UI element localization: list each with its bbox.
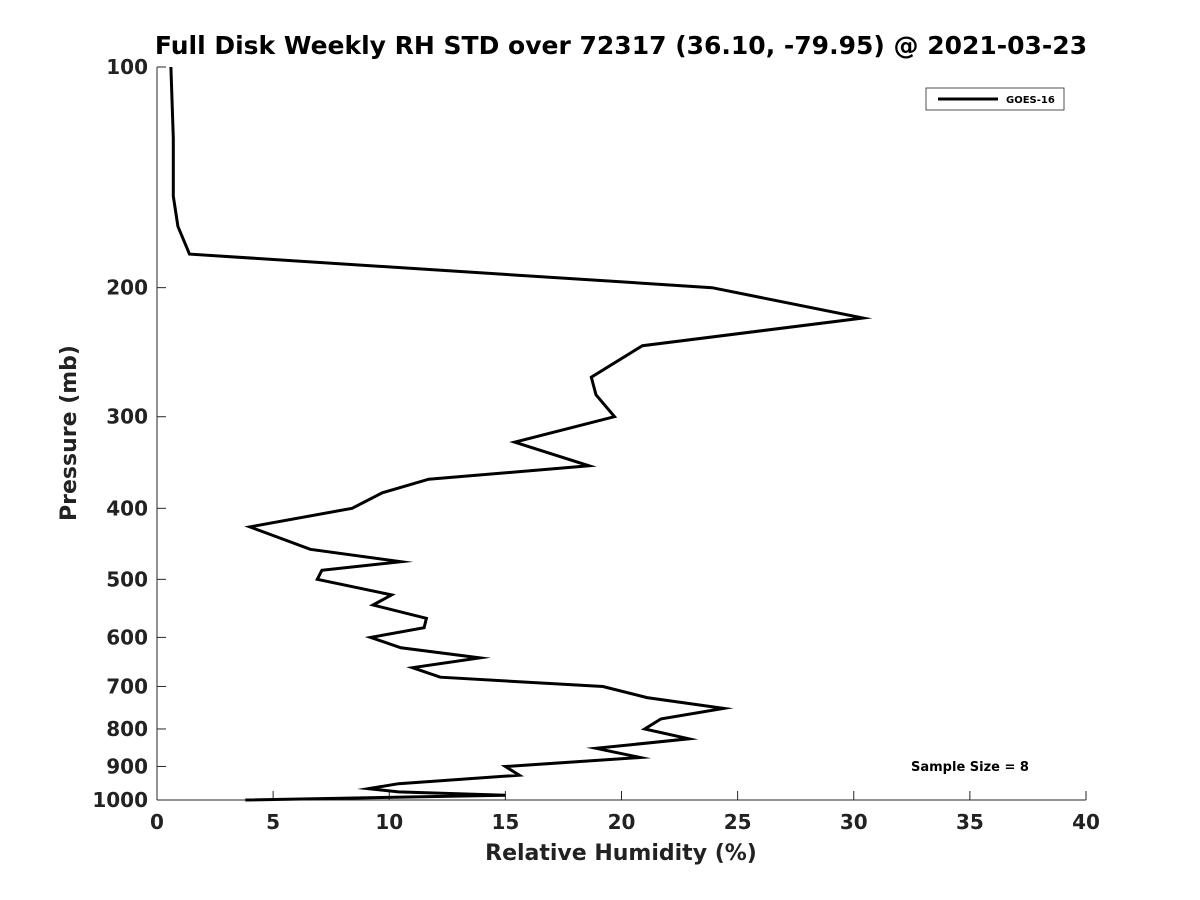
x-axis-ticks: 0 5 10 15 20 25 30 35 40 [150,791,1100,834]
x-tick-label: 10 [375,810,403,834]
x-tick-label: 0 [150,810,164,834]
plot-area [157,67,1086,800]
x-tick-label: 25 [724,810,752,834]
y-tick-label: 1000 [92,788,148,812]
sample-size-annotation: Sample Size = 8 [911,760,1029,775]
legend-label-goes-16: GOES-16 [1006,95,1055,106]
x-tick-label: 20 [608,810,636,834]
y-tick-label: 400 [106,496,148,520]
y-tick-label: 900 [106,754,148,778]
series-layer [169,66,873,802]
y-axis-label: Pressure (mb) [57,345,82,521]
y-tick-label: 100 [106,55,148,79]
x-tick-label: 30 [840,810,868,834]
x-tick-label: 35 [956,810,984,834]
y-tick-label: 700 [106,674,148,698]
y-tick-label: 300 [106,405,148,429]
legend: GOES-16 [925,87,1065,111]
y-tick-label: 600 [106,625,148,649]
y-axis-ticks: 100 200 300 400 500 600 700 800 900 1000 [92,55,166,812]
axes [156,67,1086,801]
chart-title: Full Disk Weekly RH STD over 72317 (36.1… [155,31,1087,60]
x-tick-label: 15 [491,810,519,834]
x-tick-label: 5 [266,810,280,834]
y-tick-label: 800 [106,717,148,741]
series-line-goes-16 [169,66,873,802]
x-axis-label: Relative Humidity (%) [485,841,757,866]
x-tick-label: 40 [1072,810,1100,834]
y-tick-label: 200 [106,276,148,300]
y-tick-label: 500 [106,567,148,591]
